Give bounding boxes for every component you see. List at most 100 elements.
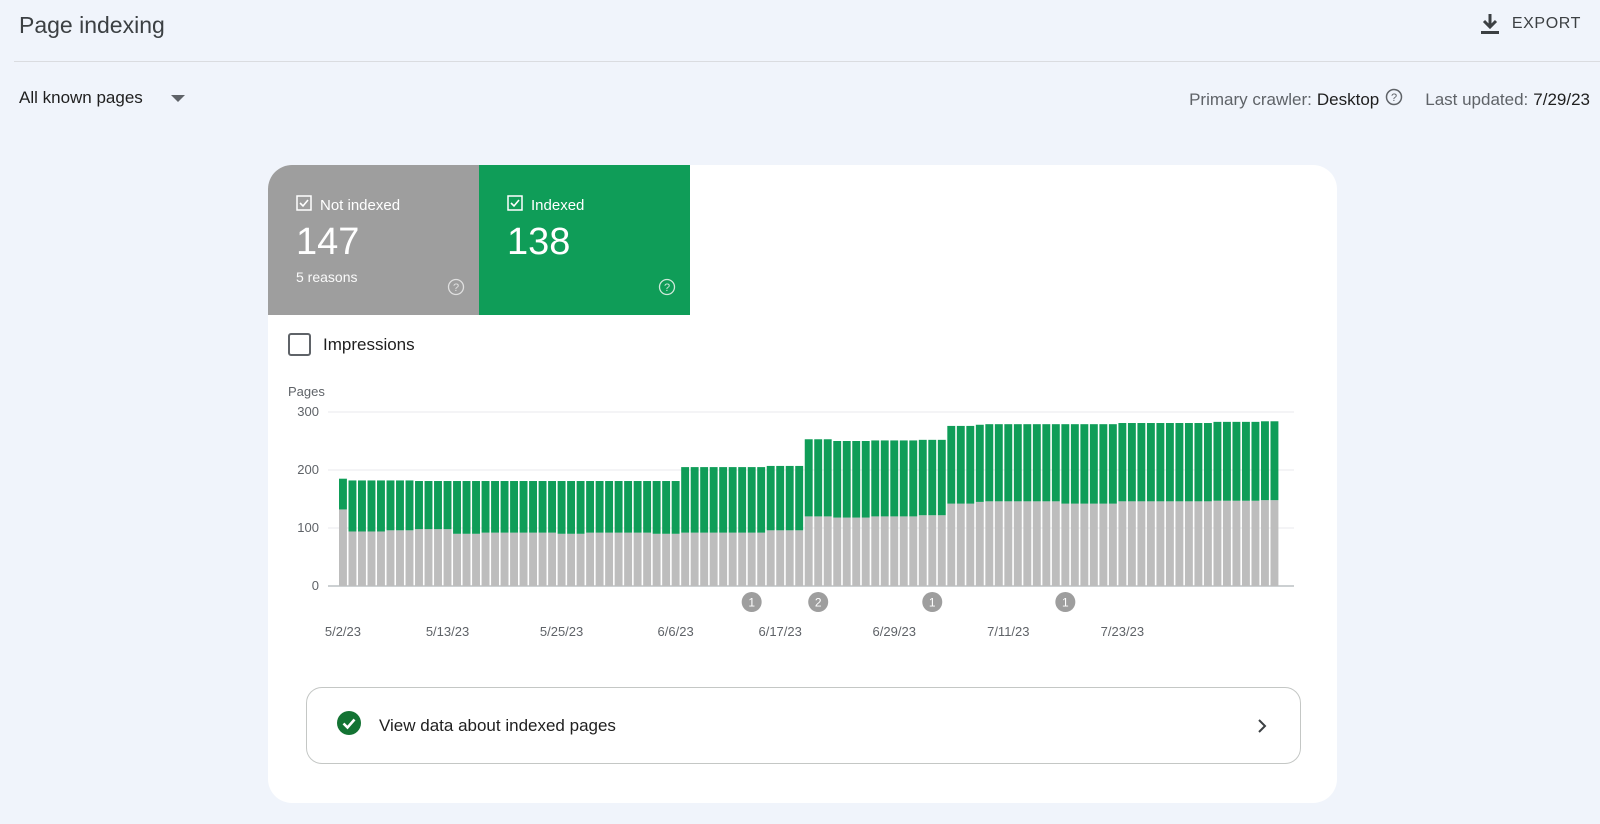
impressions-toggle[interactable]: Impressions — [288, 333, 415, 356]
y-axis-label: Pages — [288, 384, 325, 399]
bar-indexed — [396, 480, 404, 531]
bar-indexed — [852, 441, 861, 518]
bar-indexed — [1241, 421, 1250, 501]
x-tick-label: 5/13/23 — [426, 624, 469, 639]
bar-not-indexed — [671, 533, 680, 586]
bar-not-indexed — [548, 532, 557, 586]
annotation-label: 2 — [815, 596, 822, 610]
help-icon[interactable]: ? — [658, 278, 676, 301]
bar-not-indexed — [890, 516, 899, 586]
view-indexed-pages-link[interactable]: View data about indexed pages — [306, 687, 1301, 764]
bar-indexed — [947, 425, 956, 504]
bar-not-indexed — [1099, 503, 1108, 586]
not-indexed-count: 147 — [296, 221, 360, 263]
export-button[interactable]: EXPORT — [1480, 10, 1581, 38]
bar-indexed — [500, 481, 509, 533]
bar-not-indexed — [833, 517, 842, 586]
bar-indexed — [415, 481, 423, 530]
y-tick-label: 0 — [312, 578, 319, 593]
bar-not-indexed — [529, 532, 538, 586]
chevron-right-icon — [1256, 717, 1268, 740]
bar-indexed — [776, 465, 785, 531]
bar-not-indexed — [396, 530, 404, 586]
bar-not-indexed — [757, 532, 766, 586]
bar-not-indexed — [1118, 501, 1127, 586]
page-filter-dropdown[interactable]: All known pages — [19, 88, 185, 108]
bar-not-indexed — [1203, 501, 1212, 586]
bar-indexed — [785, 465, 794, 531]
bar-not-indexed — [766, 530, 775, 586]
annotation-label: 1 — [929, 596, 936, 610]
bar-not-indexed — [1194, 501, 1203, 586]
bar-not-indexed — [358, 531, 366, 586]
bar-indexed — [348, 480, 357, 532]
x-tick-label: 6/17/23 — [758, 624, 801, 639]
bar-indexed — [1194, 423, 1203, 502]
bar-not-indexed — [823, 516, 832, 586]
bar-not-indexed — [386, 530, 395, 586]
bar-not-indexed — [690, 532, 699, 586]
not-indexed-reasons: 5 reasons — [296, 269, 358, 285]
bar-indexed — [842, 441, 851, 518]
bar-not-indexed — [1051, 501, 1060, 586]
bar-indexed — [899, 440, 908, 517]
indexed-count: 138 — [507, 221, 571, 263]
bar-indexed — [681, 467, 690, 533]
bar-indexed — [1042, 424, 1051, 502]
bar-indexed — [928, 439, 937, 516]
page-title: Page indexing — [19, 12, 165, 38]
bar-indexed — [719, 467, 728, 533]
bar-indexed — [1203, 423, 1212, 502]
bar-not-indexed — [367, 531, 376, 586]
bar-indexed — [833, 441, 842, 518]
annotation-marker — [808, 592, 829, 612]
impressions-checkbox[interactable] — [288, 333, 311, 356]
bar-indexed — [1004, 424, 1013, 502]
bar-not-indexed — [424, 529, 433, 586]
bar-indexed — [1070, 424, 1079, 504]
bar-indexed — [1232, 421, 1241, 501]
bar-not-indexed — [339, 509, 347, 586]
bar-not-indexed — [1013, 501, 1022, 586]
bar-indexed — [1184, 423, 1193, 502]
bar-indexed — [633, 481, 642, 533]
bar-indexed — [985, 424, 994, 502]
bar-indexed — [434, 481, 442, 530]
x-tick-label: 7/11/23 — [987, 624, 1029, 639]
bar-indexed — [1080, 424, 1089, 504]
bar-indexed — [700, 467, 709, 533]
bar-indexed — [918, 439, 927, 516]
bar-indexed — [614, 481, 623, 533]
bar-indexed — [1213, 421, 1222, 501]
bar-indexed — [804, 439, 813, 517]
bar-not-indexed — [491, 532, 499, 586]
bar-indexed — [339, 478, 347, 510]
checkbox-checked-icon[interactable] — [507, 195, 523, 215]
bar-indexed — [861, 441, 870, 518]
bar-not-indexed — [880, 516, 889, 586]
crawler-value: Desktop — [1316, 89, 1380, 109]
help-icon[interactable]: ? — [447, 278, 465, 301]
annotation-marker — [1055, 592, 1076, 612]
bar-indexed — [890, 440, 899, 517]
download-icon — [1480, 13, 1500, 35]
bar-not-indexed — [1089, 503, 1098, 586]
check-circle-icon — [337, 711, 361, 740]
header-divider — [14, 61, 1600, 62]
bar-not-indexed — [852, 517, 861, 586]
help-icon[interactable]: ? — [1385, 88, 1403, 111]
bar-indexed — [994, 424, 1003, 502]
bar-indexed — [1108, 424, 1117, 504]
not-indexed-tile[interactable]: Not indexed 147 5 reasons ? — [268, 165, 479, 315]
bar-indexed — [1175, 423, 1184, 502]
bar-indexed — [937, 439, 946, 516]
bar-not-indexed — [453, 533, 461, 586]
indexed-header: Indexed — [507, 195, 584, 215]
bar-not-indexed — [1061, 503, 1070, 586]
indexed-tile[interactable]: Indexed 138 ? — [479, 165, 690, 315]
bar-indexed — [586, 481, 595, 533]
bar-indexed — [1013, 424, 1022, 502]
checkbox-checked-icon[interactable] — [296, 195, 312, 215]
bar-not-indexed — [918, 515, 927, 586]
bar-not-indexed — [795, 530, 804, 586]
